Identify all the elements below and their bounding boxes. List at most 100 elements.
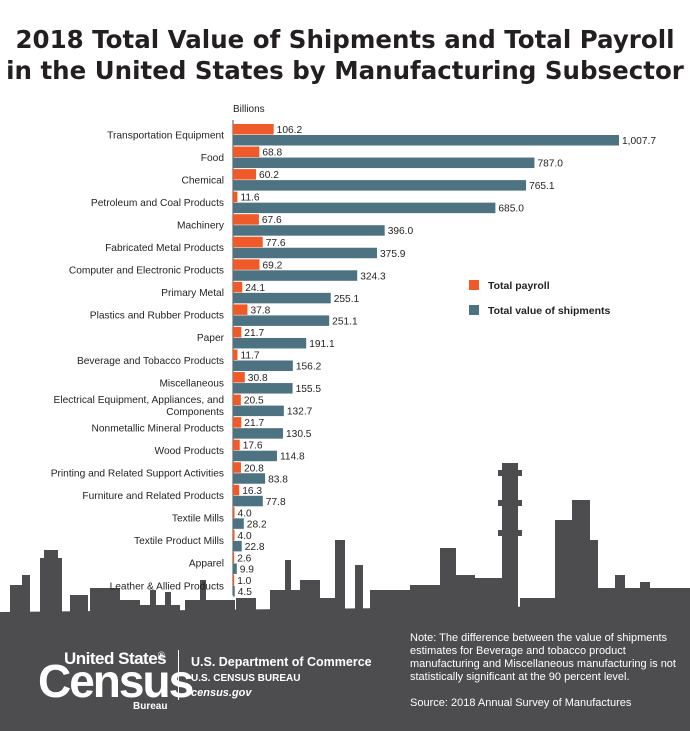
category-label: Wood Products	[155, 446, 224, 457]
source-note: Source: 2018 Annual Survey of Manufactur…	[410, 697, 632, 709]
bar-payroll	[233, 462, 241, 473]
bar-shipments	[233, 563, 237, 574]
data-label-shipments: 77.8	[266, 497, 286, 508]
footnote: Note: The difference between the value o…	[410, 632, 676, 683]
skyline-building	[572, 500, 590, 630]
data-label-payroll: 21.7	[244, 418, 264, 429]
bar-payroll	[233, 484, 240, 496]
bar-shipments	[233, 225, 385, 236]
data-label-shipments: 1,007.7	[622, 136, 656, 147]
data-label-shipments: 251.1	[332, 316, 358, 327]
bar-payroll	[233, 259, 260, 270]
data-label-payroll: 1.0	[237, 576, 251, 587]
bar-payroll	[233, 507, 235, 518]
bar-payroll	[233, 169, 257, 180]
category-label: Apparel	[189, 559, 224, 570]
data-label-shipments: 130.5	[286, 429, 312, 440]
data-label-shipments: 787.0	[537, 159, 563, 170]
skyline-building	[615, 575, 625, 590]
data-label-shipments: 685.0	[498, 204, 524, 215]
data-label-payroll: 2.6	[237, 553, 251, 564]
data-label-payroll: 21.7	[244, 328, 264, 339]
data-label-shipments: 83.8	[268, 474, 288, 485]
bar-payroll	[233, 214, 259, 225]
bar-payroll	[233, 439, 240, 451]
skyline-building	[335, 540, 345, 630]
category-label: Computer and Electronic Products	[69, 266, 224, 277]
data-label-shipments: 156.2	[296, 362, 322, 373]
skyline-building	[498, 500, 522, 506]
data-label-shipments: 155.5	[296, 384, 322, 395]
bar-payroll	[233, 191, 238, 203]
category-label: Textile Mills	[172, 514, 224, 525]
data-label-shipments: 191.1	[309, 339, 335, 350]
category-label: Paper	[197, 333, 225, 344]
bar-shipments	[233, 360, 293, 371]
skyline-building	[165, 592, 171, 605]
category-label: Petroleum and Coal Products	[91, 198, 224, 209]
title-line-1: 2018 Total Value of Shipments and Total …	[15, 25, 675, 54]
data-label-payroll: 11.6	[240, 193, 259, 204]
bar-shipments	[233, 202, 496, 214]
bar-shipments	[233, 247, 377, 259]
bar-payroll	[233, 394, 241, 406]
logo-bureau-text: Bureau	[133, 701, 168, 712]
bar-payroll	[233, 372, 245, 383]
skyline-building	[502, 463, 518, 630]
bar-shipments	[233, 270, 358, 281]
logo-united-states-text: United States	[64, 649, 167, 668]
data-label-shipments: 765.1	[529, 181, 555, 192]
category-label: Beverage and Tobacco Products	[77, 356, 224, 367]
census-logo-wordmark: Census	[38, 655, 194, 707]
data-label-payroll: 11.7	[240, 351, 259, 362]
category-label: Electrical Equipment, Appliances, and	[54, 395, 225, 406]
data-label-payroll: 106.2	[277, 125, 303, 136]
category-label: Machinery	[177, 220, 225, 231]
legend-box	[458, 268, 630, 328]
skyline-building	[200, 580, 206, 602]
category-label: Printing and Related Support Activities	[51, 469, 224, 480]
data-label-shipments: 114.8	[280, 452, 305, 463]
bar-shipments	[233, 135, 619, 146]
bar-payroll	[233, 281, 243, 293]
bar-shipments	[233, 473, 266, 484]
bar-shipments	[233, 315, 330, 326]
footer-band	[0, 628, 690, 731]
skyline-ground	[0, 605, 690, 630]
data-label-payroll: 68.8	[262, 148, 282, 159]
bar-payroll	[233, 236, 263, 248]
bar-shipments	[233, 180, 527, 191]
bar-payroll	[233, 304, 248, 315]
category-label: Furniture and Related Products	[82, 491, 224, 502]
category-label: Food	[201, 153, 225, 164]
industrial-skyline-illustration	[0, 463, 690, 630]
bar-payroll	[233, 146, 260, 158]
bar-shipments	[233, 337, 307, 349]
skyline-building	[285, 560, 291, 592]
category-label: Chemical	[182, 175, 224, 186]
data-label-payroll: 69.2	[263, 260, 283, 271]
data-label-payroll: 4.0	[238, 531, 252, 542]
data-label-shipments: 375.9	[380, 249, 406, 260]
bar-shipments	[233, 518, 244, 529]
bar-payroll	[233, 124, 274, 135]
data-label-shipments: 255.1	[334, 294, 360, 305]
category-label: Plastics and Rubber Products	[90, 311, 224, 322]
bar-shipments	[233, 292, 331, 304]
title-line-2: in the United States by Manufacturing Su…	[6, 56, 684, 85]
data-label-payroll: 37.8	[250, 305, 270, 316]
website-link[interactable]: census.gov	[191, 687, 252, 699]
logo-divider	[178, 650, 179, 700]
skyline-building	[150, 590, 156, 605]
skyline-building	[498, 530, 522, 536]
data-label-payroll: 77.6	[266, 238, 286, 249]
data-label-shipments: 28.2	[247, 519, 267, 530]
bar-shipments	[233, 383, 293, 394]
legend-label: Total payroll	[488, 280, 550, 292]
category-label: Nonmetallic Mineral Products	[92, 423, 225, 434]
data-label-shipments: 9.9	[240, 564, 254, 575]
bar-payroll	[233, 529, 235, 541]
skyline-building	[640, 582, 650, 592]
